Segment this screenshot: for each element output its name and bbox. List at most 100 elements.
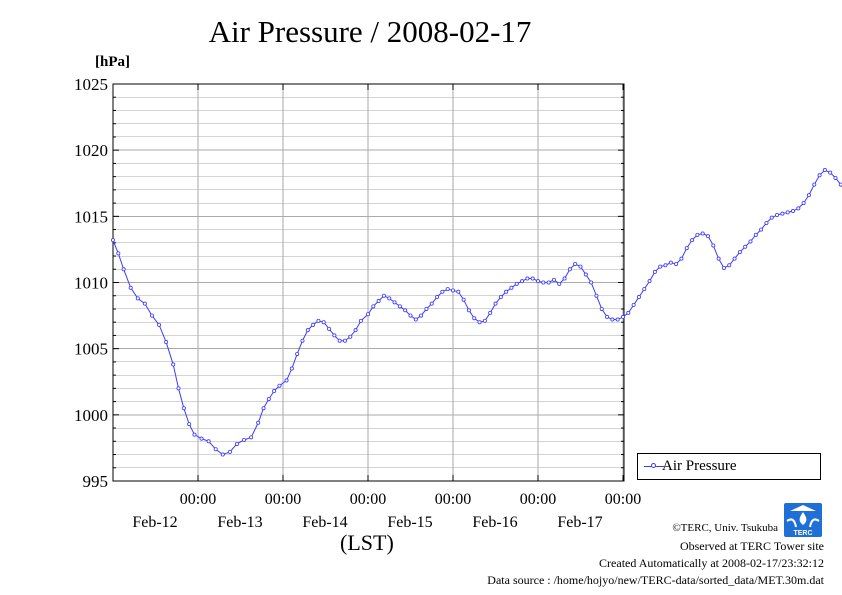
- data-point: [642, 287, 647, 292]
- data-point: [461, 297, 466, 302]
- y-axis: 995 1000 1005 1010 1015 1020 1025: [74, 75, 624, 491]
- data-point: [748, 239, 753, 244]
- x-tick-time-label: 00:00: [520, 491, 556, 508]
- data-point: [342, 338, 347, 343]
- y-axis-unit-label: [hPa]: [95, 54, 130, 70]
- data-point: [256, 420, 261, 425]
- data-point: [610, 317, 615, 322]
- data-source-text: Data source : /home/hojyo/new/TERC-data/…: [487, 573, 824, 587]
- data-point: [509, 285, 514, 290]
- data-point: [266, 396, 271, 401]
- terc-logo-icon: TERC: [784, 503, 822, 537]
- data-point: [300, 338, 305, 343]
- data-point: [419, 313, 424, 318]
- x-tick-time-label: 00:00: [350, 491, 386, 508]
- data-point: [636, 295, 641, 300]
- data-point: [525, 276, 530, 281]
- data-point: [594, 293, 599, 298]
- data-point: [295, 351, 300, 356]
- data-point: [828, 170, 833, 175]
- data-point: [353, 328, 358, 333]
- data-point: [737, 250, 742, 255]
- data-point: [801, 201, 806, 206]
- y-tick-label: 995: [83, 472, 109, 491]
- x-tick-date-label: Feb-16: [472, 514, 517, 531]
- data-point: [493, 301, 498, 306]
- data-point: [220, 452, 225, 457]
- data-point: [695, 232, 700, 237]
- data-point: [679, 256, 684, 261]
- data-point: [121, 267, 126, 272]
- data-point: [242, 437, 247, 442]
- x-tick-date-label: Feb-14: [302, 514, 347, 531]
- data-point: [769, 215, 774, 220]
- data-point: [530, 276, 535, 281]
- data-point: [187, 422, 192, 427]
- data-point: [111, 238, 116, 243]
- data-point: [348, 334, 353, 339]
- y-tick-label: 1015: [74, 207, 108, 226]
- data-point: [482, 318, 487, 323]
- data-point: [277, 383, 282, 388]
- data-point: [668, 260, 673, 265]
- data-point: [674, 261, 679, 266]
- data-point: [135, 296, 140, 301]
- data-point: [520, 279, 525, 284]
- data-point: [551, 277, 556, 282]
- data-point: [392, 300, 397, 305]
- data-point: [605, 314, 610, 319]
- data-point: [142, 301, 147, 306]
- x-axis: 00:00Feb-1200:00Feb-1300:00Feb-1400:00Fe…: [132, 84, 641, 531]
- data-point: [557, 281, 562, 286]
- data-point: [206, 439, 211, 444]
- data-point: [116, 251, 121, 256]
- data-point: [424, 306, 429, 311]
- data-point: [176, 386, 181, 391]
- data-point: [261, 406, 266, 411]
- data-point: [284, 378, 289, 383]
- data-point: [408, 313, 413, 318]
- series-line: [112, 169, 842, 456]
- legend-label: Air Pressure: [662, 458, 737, 474]
- data-point: [780, 211, 785, 216]
- data-point: [626, 310, 631, 315]
- data-point: [546, 280, 551, 285]
- data-point: [785, 210, 790, 215]
- site-text: Observed at TERC Tower site: [679, 539, 824, 553]
- data-point: [327, 326, 332, 331]
- data-point: [647, 279, 652, 284]
- data-point: [796, 206, 801, 211]
- data-point: [365, 312, 370, 317]
- data-point: [652, 269, 657, 274]
- data-point: [381, 293, 386, 298]
- data-point: [450, 288, 455, 293]
- data-point: [488, 310, 493, 315]
- data-point: [456, 289, 461, 294]
- data-point: [658, 264, 663, 269]
- legend: Air Pressure: [637, 453, 821, 480]
- data-point: [764, 220, 769, 225]
- copyright-text: ©TERC, Univ. Tsukuba: [672, 522, 778, 534]
- data-point: [817, 173, 822, 178]
- data-point: [440, 289, 445, 294]
- data-point: [227, 449, 232, 454]
- data-point: [376, 299, 381, 304]
- data-point: [358, 318, 363, 323]
- data-point: [157, 322, 162, 327]
- data-point: [466, 308, 471, 313]
- data-point: [833, 175, 838, 180]
- data-point: [171, 362, 176, 367]
- data-point: [311, 322, 316, 327]
- data-point: [541, 280, 546, 285]
- data-point: [806, 193, 811, 198]
- data-point: [716, 256, 721, 261]
- data-point: [615, 317, 620, 322]
- x-tick-time-label: 00:00: [435, 491, 471, 508]
- data-point: [711, 243, 716, 248]
- created-text: Created Automatically at 2008-02-17/23:3…: [599, 556, 824, 570]
- data-point: [573, 261, 578, 266]
- data-point: [721, 265, 726, 270]
- data-point: [387, 296, 392, 301]
- data-point: [812, 182, 817, 187]
